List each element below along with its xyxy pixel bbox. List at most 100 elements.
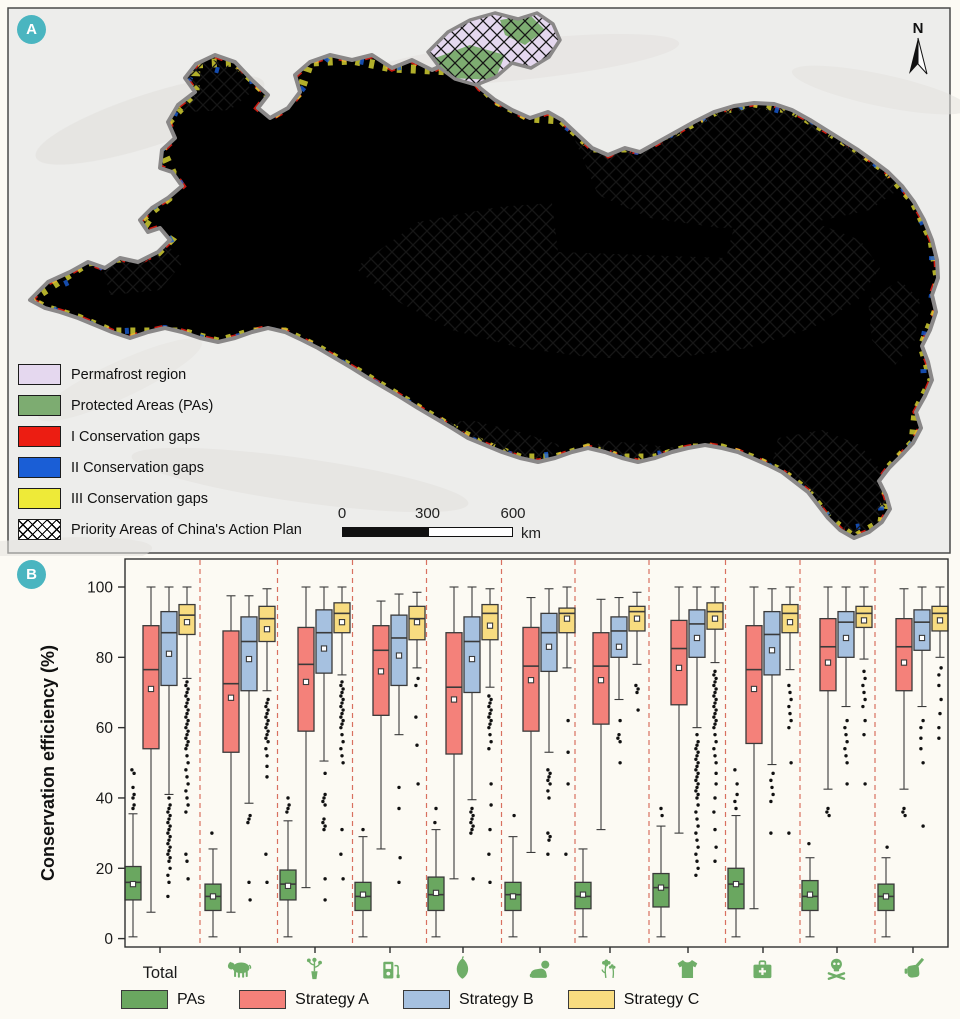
outlier-point (566, 718, 570, 723)
outlier-point (733, 768, 737, 772)
outlier-point (845, 740, 849, 744)
outlier-point (339, 683, 343, 688)
outlier-point (340, 690, 344, 695)
outlier-point (322, 827, 326, 832)
scale-tick-label: 300 (414, 505, 441, 522)
mean-marker (633, 615, 641, 622)
category-first-aid-kit-icon (753, 960, 772, 979)
chart-legend-label: Strategy A (295, 990, 369, 1008)
y-tick-label: 60 (96, 720, 114, 737)
chart-legend-swatch (239, 990, 287, 1009)
outlier-point (434, 806, 438, 811)
outlier-point (807, 841, 811, 846)
outlier-point (713, 732, 717, 737)
outlier-point (184, 736, 188, 740)
boxplot-strategy-b-handicraft (913, 586, 931, 828)
mean-marker (263, 626, 271, 633)
outlier-point (321, 799, 325, 804)
category-cow-icon (227, 961, 252, 978)
outlier-point (487, 704, 491, 709)
y-tick-label: 40 (96, 790, 114, 807)
outlier-point (167, 796, 171, 800)
mean-marker (395, 652, 403, 659)
category-sweater-icon (677, 960, 698, 978)
outlier-point (397, 785, 401, 790)
outlier-point (185, 701, 189, 705)
outlier-point (618, 718, 622, 723)
outlier-point (489, 708, 493, 712)
outlier-point (185, 796, 189, 800)
outlier-point (696, 824, 700, 828)
boxplot-strategy-c-energy (408, 591, 426, 786)
outlier-point (734, 806, 738, 811)
outlier-point (132, 771, 136, 776)
chart-legend-swatch (121, 990, 168, 1009)
outlier-point (340, 701, 344, 705)
outlier-point (168, 856, 172, 860)
outlier-point (712, 694, 716, 698)
outlier-point (323, 771, 327, 776)
outlier-point (787, 725, 791, 730)
outlier-point (825, 810, 829, 814)
map-legend-label: Permafrost region (71, 366, 187, 383)
outlier-point (712, 715, 716, 719)
outlier-point (769, 778, 773, 783)
outlier-point (618, 761, 622, 765)
outlier-point (488, 880, 492, 885)
outlier-point (166, 831, 170, 835)
chart-legend-item: PAs (121, 990, 205, 1009)
outlier-point (789, 718, 793, 723)
outlier-point (845, 761, 849, 765)
map-legend: Permafrost region Protected Areas (PAs) I … (18, 359, 302, 545)
outlier-point (919, 747, 923, 751)
outlier-point (714, 740, 718, 744)
outlier-point (265, 711, 269, 716)
outlier-point (787, 831, 791, 835)
map-scale-bar: 0 300 600 km (332, 505, 552, 545)
plot-frame (124, 558, 949, 948)
chart-legend-label: PAs (177, 990, 206, 1008)
outlier-point (921, 761, 925, 765)
outlier-point (416, 676, 420, 681)
outlier-point (696, 845, 700, 849)
outlier-point (487, 725, 491, 730)
boxplot-strategy-a-livestock (222, 595, 240, 913)
outlier-point (636, 708, 640, 712)
boxplot-strategy-c-food (481, 588, 499, 885)
outlier-point (264, 747, 268, 751)
outlier-point (735, 792, 739, 797)
boxplot-strategy-a-energy (372, 600, 390, 850)
outlier-point (186, 729, 190, 733)
outlier-point (937, 683, 941, 688)
outlier-point (264, 736, 268, 740)
outlier-point (341, 877, 345, 881)
outlier-point (694, 852, 698, 856)
outlier-point (185, 690, 189, 695)
outlier-point (937, 673, 941, 677)
outlier-point (712, 810, 716, 814)
panel-a-badge: A (17, 15, 46, 44)
outlier-point (617, 732, 621, 737)
outlier-point (547, 838, 551, 842)
outlier-point (787, 704, 791, 709)
outlier-point (247, 817, 251, 821)
outlier-point (694, 810, 698, 814)
outlier-point (414, 683, 418, 688)
outlier-point (733, 799, 737, 804)
outlier-point (546, 831, 550, 835)
outlier-point (186, 687, 190, 691)
outlier-point (323, 898, 327, 902)
outlier-point (186, 718, 190, 723)
map-legend-item: Priority Areas of China's Action Plan (18, 514, 302, 545)
outlier-point (861, 683, 865, 688)
outlier-point (714, 782, 718, 786)
mean-marker (509, 893, 517, 900)
outlier-point (696, 792, 700, 797)
outlier-point (547, 775, 551, 779)
boxplot-strategy-c-plants (333, 586, 351, 881)
chart-legend-item: Strategy C (567, 990, 699, 1009)
outlier-point (340, 711, 344, 716)
category-skull-crossbones-icon (827, 958, 846, 980)
scale-tick-label: 600 (500, 505, 526, 522)
outlier-point (339, 704, 343, 709)
